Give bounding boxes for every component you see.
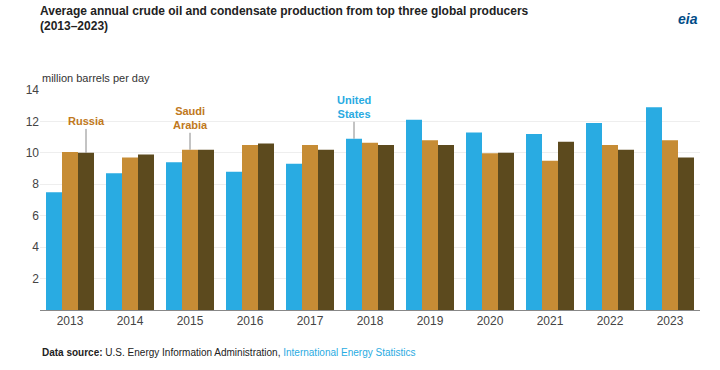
- svg-text:2016: 2016: [237, 314, 264, 328]
- svg-text:2019: 2019: [417, 314, 444, 328]
- svg-text:2022: 2022: [597, 314, 624, 328]
- svg-text:4: 4: [32, 240, 39, 254]
- svg-text:Russia: Russia: [68, 115, 105, 127]
- svg-text:6: 6: [32, 209, 39, 223]
- svg-text:12: 12: [26, 115, 40, 129]
- svg-text:2023: 2023: [657, 314, 684, 328]
- svg-text:Average annual crude oil and c: Average annual crude oil and condensate …: [40, 4, 529, 34]
- svg-text:Data source: U.S. Energy Infor: Data source: U.S. Energy Information Adm…: [42, 347, 416, 358]
- svg-text:2014: 2014: [117, 314, 144, 328]
- svg-text:UnitedStates: UnitedStates: [337, 94, 371, 120]
- svg-text:2020: 2020: [477, 314, 504, 328]
- svg-text:eia: eia: [678, 11, 698, 27]
- svg-text:2017: 2017: [297, 314, 324, 328]
- svg-text:2021: 2021: [537, 314, 564, 328]
- svg-text:SaudiArabia: SaudiArabia: [173, 105, 208, 131]
- svg-text:2018: 2018: [357, 314, 384, 328]
- svg-text:2013: 2013: [57, 314, 84, 328]
- svg-text:8: 8: [32, 177, 39, 191]
- svg-text:2: 2: [32, 272, 39, 286]
- svg-text:10: 10: [26, 146, 40, 160]
- svg-text:2015: 2015: [177, 314, 204, 328]
- svg-text:million barrels per day: million barrels per day: [42, 72, 150, 84]
- svg-text:14: 14: [26, 83, 40, 97]
